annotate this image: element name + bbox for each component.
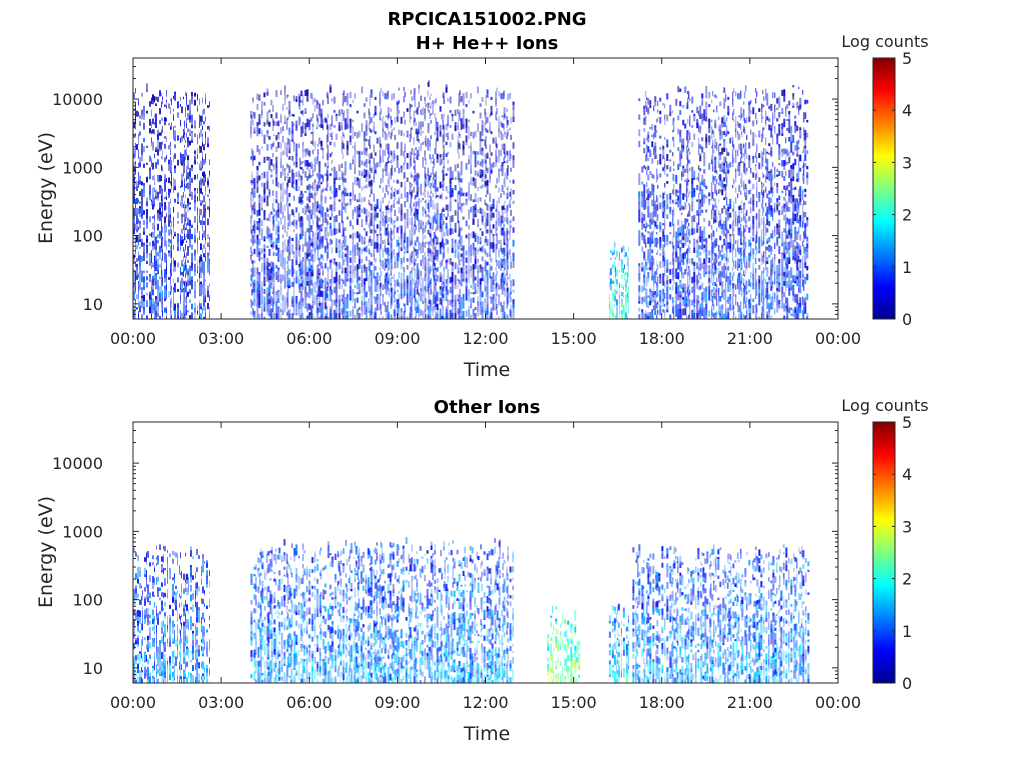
x-tick-label: 03:00 <box>198 329 244 348</box>
data-segment <box>250 537 514 683</box>
y-tick-label: 1000 <box>62 522 103 541</box>
x-tick-label: 12:00 <box>462 329 508 348</box>
x-tick-label: 15:00 <box>551 329 597 348</box>
x-axis-label: Time <box>463 359 511 381</box>
colorbar <box>872 57 896 320</box>
x-tick-label: 21:00 <box>727 329 773 348</box>
y-tick-label: 10000 <box>52 90 103 109</box>
colorbar-tick-label: 3 <box>902 153 912 172</box>
colorbar-ticks: 0 1 2 3 4 5 <box>873 413 912 693</box>
data-segment <box>608 603 629 683</box>
x-tick-label: 18:00 <box>639 329 685 348</box>
colorbar-tick-label: 3 <box>902 517 912 536</box>
x-tick-label: 06:00 <box>286 329 332 348</box>
y-tick-label: 10000 <box>52 454 103 473</box>
colorbar-label: Log counts <box>841 32 928 51</box>
data-segment <box>250 80 515 319</box>
data-segment <box>608 241 629 319</box>
x-tick-label: 18:00 <box>639 693 685 712</box>
x-tick-label: 00:00 <box>815 329 861 348</box>
data-segment <box>638 85 809 319</box>
x-tick-label: 00:00 <box>815 693 861 712</box>
y-axis-ticks: 10 100 1000 10000 <box>52 57 838 320</box>
y-tick-label: 100 <box>72 591 103 610</box>
y-tick-label: 10 <box>83 295 103 314</box>
colorbar-tick-label: 2 <box>902 206 912 225</box>
y-tick-label: 1000 <box>62 158 103 177</box>
x-tick-label: 00:00 <box>110 693 156 712</box>
colorbar-tick-label: 5 <box>902 413 912 432</box>
panel-other-ions: Other Ions 00:00 03:00 06:00 09:00 12:00 15:0… <box>35 396 929 745</box>
colorbar-ticks: 0 1 2 3 4 5 <box>873 49 912 329</box>
colorbar-tick-label: 2 <box>902 570 912 589</box>
y-tick-label: 10 <box>83 659 103 678</box>
x-tick-label: 00:00 <box>110 329 156 348</box>
data-segment <box>547 605 581 683</box>
data-segment <box>133 83 210 319</box>
x-axis-ticks: 00:00 03:00 06:00 09:00 12:00 15:00 18:00 21:00… <box>110 422 861 712</box>
y-axis-label: Energy (eV) <box>35 132 57 244</box>
x-tick-label: 09:00 <box>374 693 420 712</box>
data-segment <box>133 544 210 683</box>
x-tick-label: 15:00 <box>551 693 597 712</box>
colorbar-tick-label: 4 <box>902 101 912 120</box>
colorbar-tick-label: 0 <box>902 310 912 329</box>
y-axis-ticks: 10 100 1000 10000 <box>52 421 838 684</box>
x-tick-label: 03:00 <box>198 693 244 712</box>
x-axis-label: Time <box>463 723 511 745</box>
colorbar-tick-label: 0 <box>902 674 912 693</box>
colorbar-tick-label: 1 <box>902 622 912 641</box>
x-axis-ticks: 00:00 03:00 06:00 09:00 12:00 15:00 18:00 21:00… <box>110 58 861 348</box>
panel-title: Other Ions <box>434 397 541 418</box>
x-tick-label: 06:00 <box>286 693 332 712</box>
y-axis-label: Energy (eV) <box>35 496 57 608</box>
data-segment <box>632 544 810 683</box>
colorbar-tick-label: 5 <box>902 49 912 68</box>
colorbar-label: Log counts <box>841 396 928 415</box>
spectrogram-area <box>133 80 809 319</box>
colorbar-tick-label: 1 <box>902 258 912 277</box>
x-tick-label: 21:00 <box>727 693 773 712</box>
y-tick-label: 100 <box>72 227 103 246</box>
x-tick-label: 12:00 <box>462 693 508 712</box>
x-tick-label: 09:00 <box>374 329 420 348</box>
colorbar <box>872 421 896 684</box>
panel-h-he-ions: H+ He++ Ions 00:00 03:00 06:00 09:00 12:00 15… <box>35 32 929 381</box>
figure-title: RPCICA151002.PNG <box>387 9 586 30</box>
spectrogram-area <box>133 537 810 683</box>
panel-title: H+ He++ Ions <box>416 33 559 54</box>
colorbar-tick-label: 4 <box>902 465 912 484</box>
